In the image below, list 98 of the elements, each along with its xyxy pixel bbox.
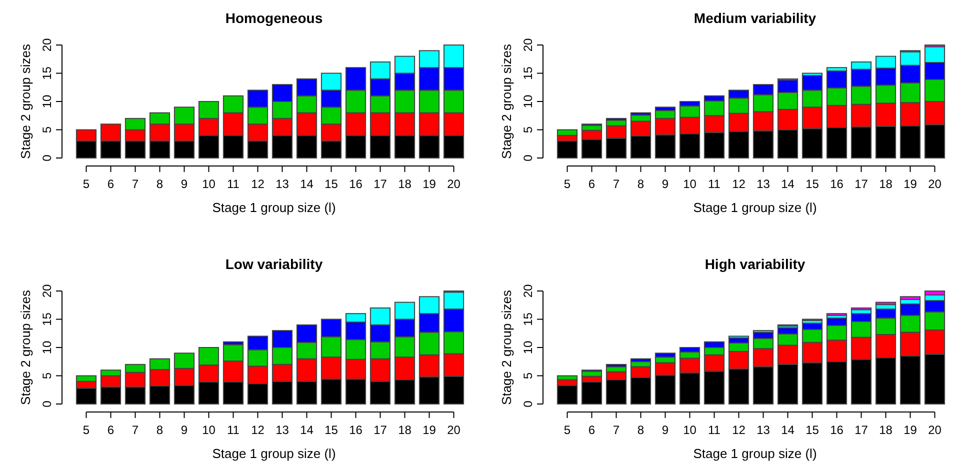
x-tick-label: 10 bbox=[683, 177, 697, 191]
x-tick-label: 20 bbox=[447, 423, 461, 437]
x-tick-label: 12 bbox=[251, 177, 265, 191]
chart-title: High variability bbox=[704, 256, 806, 272]
x-tick-label: 5 bbox=[564, 423, 571, 437]
y-tick-label: 10 bbox=[521, 340, 535, 354]
chart-title: Low variability bbox=[225, 256, 323, 272]
x-tick-label: 6 bbox=[107, 423, 114, 437]
x-tick-label: 8 bbox=[637, 177, 644, 191]
y-tick-label: 0 bbox=[40, 400, 54, 408]
x-tick-label: 5 bbox=[82, 423, 90, 437]
x-axis-title: Stage 1 group size (l) bbox=[212, 200, 336, 215]
y-axis-title: Stage 2 group sizes bbox=[499, 44, 514, 159]
x-tick-label: 5 bbox=[82, 177, 90, 191]
y-tick-label: 20 bbox=[521, 284, 535, 298]
x-tick-label: 9 bbox=[180, 423, 188, 437]
x-tick-label: 20 bbox=[447, 177, 461, 191]
y-tick-label: 15 bbox=[40, 66, 54, 80]
x-tick-label: 12 bbox=[732, 423, 746, 437]
x-tick-label: 16 bbox=[830, 423, 844, 437]
x-tick-label: 16 bbox=[349, 177, 363, 191]
x-tick-label: 16 bbox=[830, 177, 844, 191]
x-tick-label: 20 bbox=[928, 177, 942, 191]
x-tick-label: 17 bbox=[374, 423, 388, 437]
y-axis-title: Stage 2 group sizes bbox=[18, 290, 33, 405]
x-tick-label: 14 bbox=[300, 177, 314, 191]
y-tick-label: 5 bbox=[40, 126, 54, 134]
x-tick-label: 15 bbox=[806, 423, 820, 437]
x-tick-label: 10 bbox=[683, 423, 697, 437]
bar bbox=[581, 381, 602, 404]
x-axis-title: Stage 1 group size (l) bbox=[212, 446, 336, 461]
x-tick-label: 9 bbox=[662, 423, 669, 437]
x-tick-label: 7 bbox=[612, 423, 620, 437]
y-tick-label: 20 bbox=[40, 38, 54, 52]
x-tick-label: 8 bbox=[156, 177, 164, 191]
y-tick-label: 15 bbox=[40, 312, 54, 326]
x-tick-label: 10 bbox=[202, 177, 216, 191]
x-tick-label: 6 bbox=[588, 177, 596, 191]
x-tick-label: 18 bbox=[879, 177, 893, 191]
x-tick-label: 11 bbox=[708, 177, 721, 191]
x-tick-label: 8 bbox=[156, 423, 164, 437]
y-tick-label: 5 bbox=[521, 126, 535, 134]
x-tick-label: 12 bbox=[732, 177, 746, 191]
x-tick-label: 13 bbox=[756, 177, 770, 191]
y-tick-label: 10 bbox=[40, 340, 54, 354]
x-tick-label: 18 bbox=[398, 177, 412, 191]
x-tick-label: 17 bbox=[854, 423, 868, 437]
x-tick-label: 13 bbox=[756, 423, 770, 437]
y-tick-label: 0 bbox=[521, 154, 535, 162]
x-tick-label: 11 bbox=[227, 177, 240, 191]
x-tick-label: 11 bbox=[227, 423, 240, 437]
x-tick-label: 14 bbox=[781, 423, 795, 437]
bar bbox=[875, 302, 896, 306]
x-tick-label: 18 bbox=[879, 423, 893, 437]
x-tick-label: 13 bbox=[276, 177, 290, 191]
y-tick-label: 0 bbox=[40, 154, 54, 162]
x-tick-label: 14 bbox=[300, 423, 314, 437]
x-tick-label: 17 bbox=[374, 177, 388, 191]
x-tick-label: 9 bbox=[180, 177, 188, 191]
chart-title: Medium variability bbox=[694, 10, 816, 26]
x-tick-label: 15 bbox=[324, 177, 338, 191]
x-tick-label: 10 bbox=[202, 423, 216, 437]
x-tick-label: 19 bbox=[422, 177, 436, 191]
x-tick-label: 17 bbox=[854, 177, 868, 191]
y-tick-label: 10 bbox=[40, 94, 54, 108]
x-tick-label: 7 bbox=[132, 423, 139, 437]
x-axis-title: Stage 1 group size (l) bbox=[693, 446, 817, 461]
x-axis-title: Stage 1 group size (l) bbox=[693, 200, 817, 215]
x-tick-label: 14 bbox=[781, 177, 795, 191]
x-tick-label: 7 bbox=[612, 177, 620, 191]
y-tick-label: 20 bbox=[521, 38, 535, 52]
y-tick-label: 15 bbox=[521, 66, 535, 80]
x-tick-label: 19 bbox=[422, 423, 436, 437]
x-tick-label: 11 bbox=[708, 423, 721, 437]
x-tick-label: 20 bbox=[928, 423, 942, 437]
x-tick-label: 6 bbox=[107, 177, 114, 191]
x-tick-label: 13 bbox=[276, 423, 290, 437]
x-tick-label: 19 bbox=[904, 423, 918, 437]
y-tick-label: 5 bbox=[40, 372, 54, 380]
x-tick-label: 9 bbox=[662, 177, 669, 191]
x-tick-label: 6 bbox=[588, 423, 596, 437]
y-tick-label: 0 bbox=[521, 400, 535, 408]
x-tick-label: 16 bbox=[349, 423, 363, 437]
chart-title: Homogeneous bbox=[225, 10, 323, 26]
y-tick-label: 20 bbox=[40, 284, 54, 298]
y-axis-title: Stage 2 group sizes bbox=[18, 44, 33, 159]
y-axis-title: Stage 2 group sizes bbox=[499, 290, 514, 405]
y-tick-label: 15 bbox=[521, 312, 535, 326]
x-tick-label: 12 bbox=[251, 423, 265, 437]
x-tick-label: 8 bbox=[637, 423, 644, 437]
x-tick-label: 15 bbox=[806, 177, 820, 191]
x-tick-label: 19 bbox=[904, 177, 918, 191]
x-tick-label: 5 bbox=[564, 177, 571, 191]
y-tick-label: 5 bbox=[521, 372, 535, 380]
x-tick-label: 7 bbox=[132, 177, 139, 191]
x-tick-label: 15 bbox=[324, 423, 338, 437]
y-tick-label: 10 bbox=[521, 94, 535, 108]
x-tick-label: 18 bbox=[398, 423, 412, 437]
